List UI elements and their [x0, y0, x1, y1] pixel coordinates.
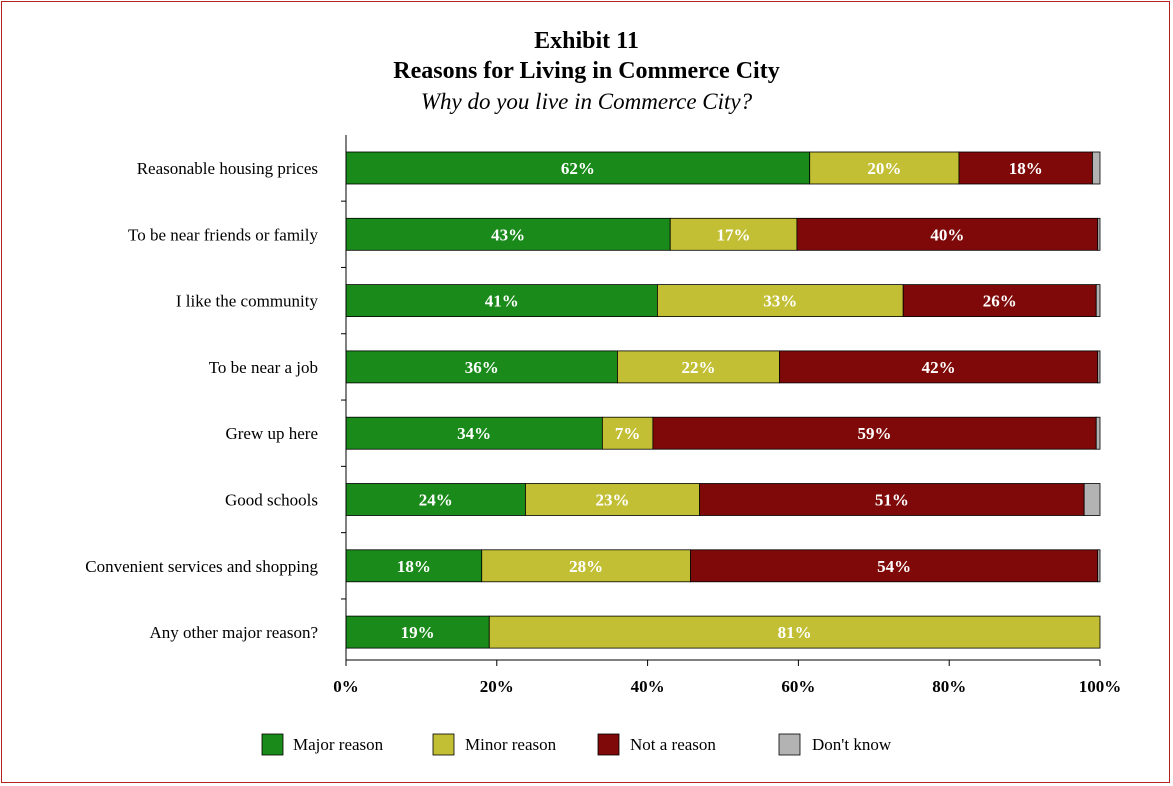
bar-segment — [345, 217, 671, 251]
data-label: 41% — [485, 292, 519, 311]
bar-segment — [690, 549, 1099, 583]
bar-segment — [345, 151, 811, 185]
bar-segment — [657, 284, 904, 318]
x-tick-label: 0% — [333, 677, 359, 696]
bar-segment — [525, 483, 701, 516]
bar-segment — [345, 483, 526, 516]
data-label: 43% — [491, 225, 525, 244]
x-tick-label: 60% — [781, 677, 815, 696]
category-label: I like the community — [176, 292, 319, 311]
data-label: 17% — [717, 225, 751, 244]
bar-segment — [1097, 217, 1101, 251]
category-label: Good schools — [225, 491, 318, 510]
category-label: To be near friends or family — [128, 225, 318, 244]
category-label: To be near a job — [209, 358, 318, 377]
data-label: 42% — [922, 358, 956, 377]
data-label: 33% — [763, 292, 797, 311]
data-label: 36% — [465, 358, 499, 377]
data-label: 81% — [778, 623, 812, 642]
bar-segment — [345, 615, 490, 649]
data-label: 22% — [681, 358, 715, 377]
bar-segment — [699, 483, 1085, 516]
bar-segment — [652, 416, 1097, 450]
legend-swatch — [597, 733, 620, 756]
x-tick-label: 20% — [480, 677, 514, 696]
data-label: 59% — [858, 424, 892, 443]
data-label: 62% — [561, 159, 595, 178]
bar-segment — [902, 284, 1097, 318]
data-label: 19% — [401, 623, 435, 642]
legend-label: Major reason — [293, 735, 384, 754]
data-label: 18% — [1009, 159, 1043, 178]
bar-segment — [345, 416, 603, 450]
bar-segment — [1083, 483, 1101, 516]
category-label: Reasonable housing prices — [137, 159, 318, 178]
x-tick-label: 40% — [631, 677, 665, 696]
data-label: 54% — [877, 557, 911, 576]
data-label: 23% — [596, 491, 630, 510]
bar-segment — [796, 217, 1099, 251]
data-label: 28% — [569, 557, 603, 576]
category-label: Convenient services and shopping — [85, 557, 318, 576]
data-label: 24% — [419, 491, 453, 510]
data-label: 51% — [875, 491, 909, 510]
chart-subtitle: Why do you live in Commerce City? — [420, 89, 753, 114]
x-tick-label: 80% — [932, 677, 966, 696]
data-label: 18% — [397, 557, 431, 576]
x-tick-label: 100% — [1079, 677, 1122, 696]
bar-segment — [1092, 151, 1101, 185]
bar-segment — [601, 416, 654, 450]
chart-title: Reasons for Living in Commerce City — [393, 58, 780, 84]
bar-segment — [1097, 549, 1101, 583]
bar-segment — [345, 350, 618, 384]
bar-segment — [488, 615, 1101, 649]
data-label: 26% — [983, 292, 1017, 311]
category-label: Grew up here — [225, 424, 318, 443]
legend-swatch — [261, 733, 284, 756]
exhibit-number: Exhibit 11 — [534, 28, 639, 54]
bar-segment — [1095, 416, 1101, 450]
bar-segment — [958, 151, 1093, 185]
legend-swatch — [778, 733, 801, 756]
bar-segment — [1095, 284, 1101, 318]
data-label: 20% — [867, 159, 901, 178]
bar-segment — [809, 151, 960, 185]
bar-segment — [779, 350, 1099, 384]
bar-segment — [1097, 350, 1101, 384]
bar-segment — [481, 549, 691, 583]
legend-swatch — [432, 733, 455, 756]
legend-label: Don't know — [812, 735, 892, 754]
bar-segment — [669, 217, 798, 251]
category-label: Any other major reason? — [149, 623, 318, 642]
data-label: 40% — [930, 225, 964, 244]
bar-segment — [345, 284, 658, 318]
data-label: 7% — [615, 424, 641, 443]
data-label: 34% — [457, 424, 491, 443]
legend-label: Not a reason — [630, 735, 716, 754]
legend-label: Minor reason — [465, 735, 557, 754]
